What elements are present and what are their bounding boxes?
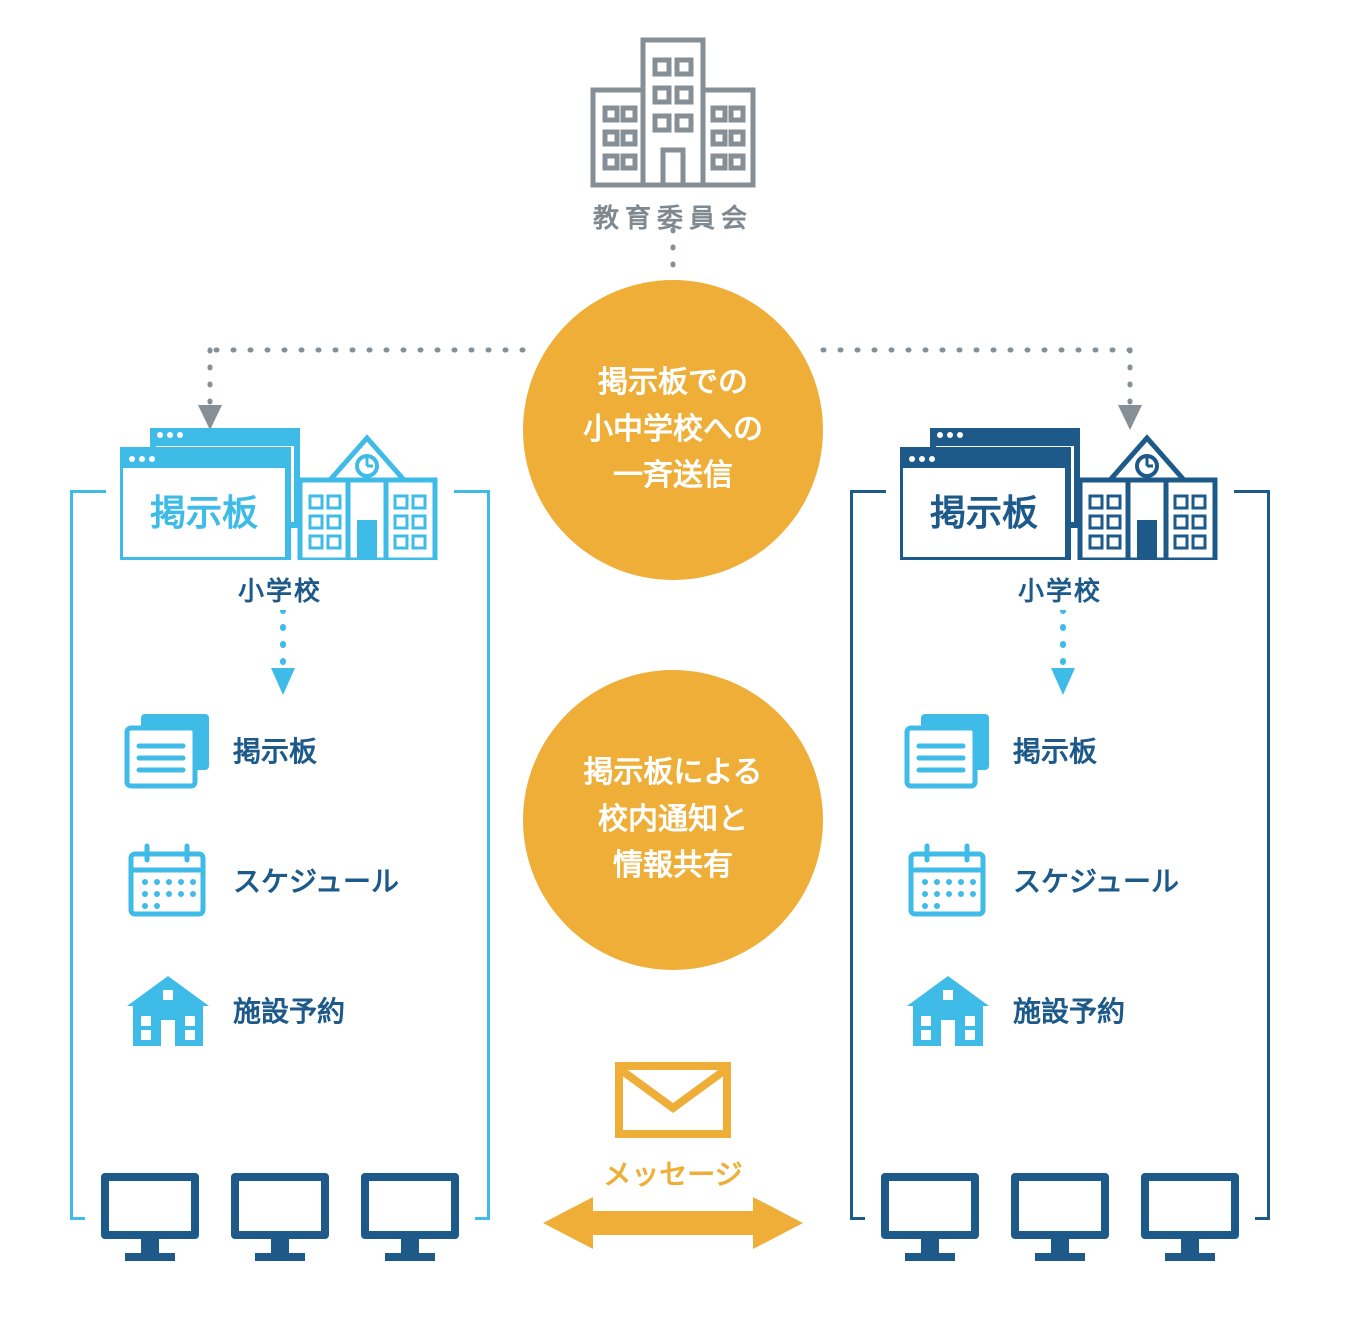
facility-icon: [903, 970, 993, 1050]
feature-label: 施設予約: [233, 990, 345, 1030]
school-header-left: 掲示板: [120, 420, 440, 608]
feature-label: スケジュール: [233, 860, 399, 900]
calendar-icon: [123, 840, 213, 920]
features-right: 掲示板 スケジュール: [903, 710, 1179, 1100]
feature-label: 掲示板: [233, 730, 317, 770]
feature-row: 掲示板: [123, 710, 399, 790]
dotted-arrow-right: [1043, 610, 1083, 700]
feature-row: 施設予約: [903, 970, 1179, 1050]
top-node: 教育委員会: [573, 30, 773, 235]
government-building-icon: [573, 30, 773, 190]
window-label-left: 掲示板: [150, 492, 258, 533]
feature-label: スケジュール: [1013, 860, 1179, 900]
feature-row: スケジュール: [123, 840, 399, 920]
school-icon-left: 掲示板: [120, 420, 440, 560]
circle-broadcast-text: 掲示板での 小中学校への 一斉送信: [583, 360, 763, 500]
board-icon: [903, 710, 993, 790]
calendar-icon: [903, 840, 993, 920]
school-label-right: 小学校: [900, 571, 1220, 608]
school-icon-right: 掲示板: [900, 420, 1220, 560]
monitor-icon: [95, 1167, 205, 1267]
envelope-icon: [613, 1060, 733, 1140]
monitor-icon: [1135, 1167, 1245, 1267]
school-label-left: 小学校: [120, 571, 440, 608]
school-box-left: 掲示板: [70, 490, 490, 1220]
double-arrow-icon: [543, 1193, 803, 1253]
board-icon: [123, 710, 213, 790]
circle-broadcast: 掲示板での 小中学校への 一斉送信: [523, 280, 823, 580]
dotted-arrow-left: [263, 610, 303, 700]
monitor-icon: [355, 1167, 465, 1267]
features-left: 掲示板 スケジュール: [123, 710, 399, 1100]
feature-row: スケジュール: [903, 840, 1179, 920]
message-block: メッセージ: [543, 1060, 803, 1258]
feature-label: 掲示板: [1013, 730, 1097, 770]
facility-icon: [123, 970, 213, 1050]
window-label-right: 掲示板: [930, 492, 1038, 533]
diagram-root: 教育委員会 掲示板での 小中学校への 一斉送信 掲示板による 校内通知と 情報共…: [0, 0, 1346, 1340]
monitor-icon: [1005, 1167, 1115, 1267]
circle-internal-share-text: 掲示板による 校内通知と 情報共有: [583, 750, 762, 890]
monitors-left: [85, 1167, 475, 1267]
school-header-right: 掲示板: [900, 420, 1220, 608]
feature-label: 施設予約: [1013, 990, 1125, 1030]
circle-internal-share: 掲示板による 校内通知と 情報共有: [523, 670, 823, 970]
message-label: メッセージ: [543, 1153, 803, 1193]
monitor-icon: [225, 1167, 335, 1267]
monitor-icon: [875, 1167, 985, 1267]
top-node-label: 教育委員会: [573, 198, 773, 235]
feature-row: 施設予約: [123, 970, 399, 1050]
feature-row: 掲示板: [903, 710, 1179, 790]
school-box-right: 掲示板: [850, 490, 1270, 1220]
monitors-right: [865, 1167, 1255, 1267]
